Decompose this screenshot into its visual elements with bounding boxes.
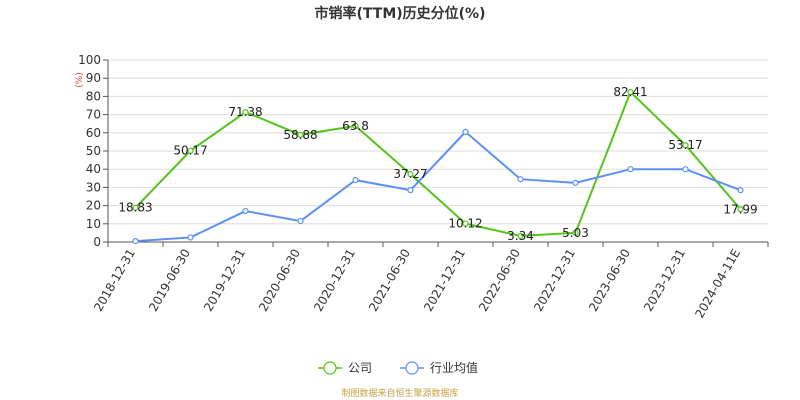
data-point[interactable] — [517, 176, 524, 183]
data-point[interactable] — [737, 206, 744, 213]
x-axis: 2018-12-31 2019-06-30 2019-12-31 2020-06-30… — [91, 242, 769, 321]
data-label: 5.03 — [562, 226, 589, 240]
x-tick-label: 2020-06-30 — [256, 247, 303, 314]
data-point[interactable] — [297, 217, 304, 225]
data-point[interactable] — [132, 204, 139, 211]
data-label: 53.17 — [668, 138, 702, 152]
y-tick-label: 80 — [86, 89, 101, 103]
y-tick-label: 90 — [86, 71, 101, 85]
data-point[interactable] — [352, 177, 359, 184]
data-point[interactable] — [187, 147, 194, 154]
data-label: 3.34 — [507, 229, 534, 243]
y-axis-ticks: 0 10 20 30 40 50 60 70 80 90 100 — [78, 53, 109, 249]
x-tick-label: 2021-06-30 — [366, 247, 413, 314]
legend-marker — [323, 361, 337, 375]
data-point[interactable] — [627, 88, 634, 96]
y-axis-unit: (%) — [75, 72, 85, 88]
x-tick-label: 2024-04-11E — [692, 247, 743, 321]
x-tick-label: 2019-12-31 — [201, 247, 248, 314]
y-tick-label: 30 — [86, 180, 101, 194]
data-point[interactable] — [242, 207, 249, 215]
y-tick-label: 0 — [93, 235, 101, 249]
legend-marker — [405, 361, 419, 375]
data-label: 18.83 — [118, 201, 152, 215]
chart-title: 市销率(TTM)历史分位(%) — [315, 5, 486, 22]
y-tick-label: 70 — [86, 108, 101, 122]
y-tick-label: 60 — [86, 126, 101, 140]
data-label: 37.27 — [393, 167, 427, 181]
y-tick-label: 20 — [86, 199, 101, 213]
data-point[interactable] — [462, 128, 469, 135]
data-labels: 18.83 50.17 71.38 58.88 63.8 37.27 10.12 3.34 5.… — [118, 85, 757, 243]
data-point[interactable] — [407, 187, 414, 194]
data-point[interactable] — [627, 166, 634, 173]
data-point[interactable] — [187, 234, 194, 241]
y-tick-label: 40 — [86, 162, 101, 176]
data-label: 10.12 — [448, 217, 482, 231]
data-point[interactable] — [297, 131, 304, 138]
y-tick-label: 50 — [86, 144, 101, 158]
x-tick-label: 2020-12-31 — [311, 247, 358, 314]
data-label: 82.41 — [613, 85, 647, 99]
legend-label: 公司 — [348, 361, 372, 375]
legend-label: 行业均值 — [430, 360, 478, 375]
x-tick-label: 2023-06-30 — [586, 247, 633, 314]
data-point[interactable] — [352, 122, 359, 129]
legend-item-1[interactable]: 行业均值 — [400, 360, 478, 375]
data-label: 71.38 — [228, 105, 262, 119]
x-tick-label: 2021-12-31 — [421, 247, 468, 314]
data-label: 58.88 — [283, 128, 317, 142]
series-line-0 — [134, 90, 742, 237]
x-tick-label: 2022-12-31 — [531, 247, 578, 314]
series-group — [132, 88, 744, 245]
data-label: 63.8 — [342, 119, 369, 133]
x-tick-label: 2022-06-30 — [476, 247, 523, 314]
x-tick-label: 2018-12-31 — [91, 247, 138, 314]
x-tick-label: 2023-12-31 — [641, 247, 688, 314]
data-label: 50.17 — [173, 144, 207, 158]
data-point[interactable] — [132, 237, 139, 245]
data-point[interactable] — [517, 232, 524, 240]
data-point[interactable] — [572, 179, 579, 186]
legend[interactable]: 公司 行业均值 — [318, 360, 478, 375]
data-point[interactable] — [737, 187, 744, 194]
series-line-1 — [135, 130, 741, 243]
data-point[interactable] — [682, 166, 689, 173]
y-tick-label: 10 — [86, 217, 101, 231]
data-point[interactable] — [407, 171, 414, 178]
source-note: 制图数据来自恒生聚源数据库 — [341, 387, 458, 399]
y-tick-label: 100 — [78, 53, 101, 67]
x-tick-label: 2019-06-30 — [146, 247, 193, 314]
data-point[interactable] — [682, 142, 689, 149]
data-point[interactable] — [462, 220, 469, 227]
data-point[interactable] — [242, 108, 249, 116]
legend-item-0[interactable]: 公司 — [318, 361, 372, 375]
data-point[interactable] — [572, 229, 579, 236]
data-label: 17.99 — [723, 202, 757, 216]
